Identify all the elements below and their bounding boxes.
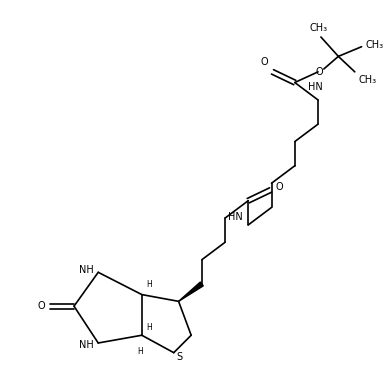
Text: O: O <box>37 301 45 311</box>
Text: H: H <box>147 280 152 289</box>
Text: NH: NH <box>79 265 93 276</box>
Text: CH₃: CH₃ <box>359 75 377 85</box>
Text: O: O <box>315 67 323 77</box>
Text: S: S <box>177 352 183 361</box>
Text: H: H <box>147 323 152 332</box>
Text: NH: NH <box>79 340 93 350</box>
Text: O: O <box>260 57 267 67</box>
Text: HN: HN <box>308 82 322 92</box>
Text: CH₃: CH₃ <box>366 40 384 50</box>
Text: H: H <box>137 347 143 356</box>
Text: CH₃: CH₃ <box>310 23 328 33</box>
Polygon shape <box>179 282 203 301</box>
Text: HN: HN <box>228 212 242 222</box>
Text: O: O <box>276 182 283 192</box>
